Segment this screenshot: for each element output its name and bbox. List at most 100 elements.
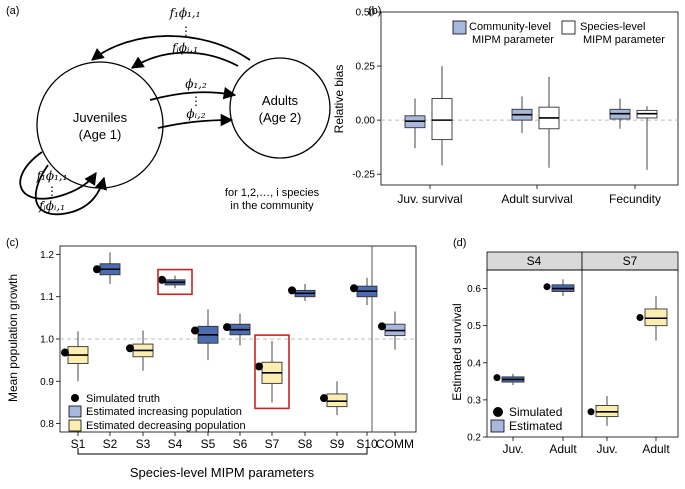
panel-b-ylabel: Relative bias bbox=[332, 65, 346, 134]
self-loop-label-2: fᵢϕᵢ,₁ bbox=[38, 199, 65, 213]
panel-d-xtick-label: Juv. bbox=[596, 442, 617, 456]
legend-community-line-1: Community-level bbox=[469, 21, 551, 33]
legend-estimated-swatch bbox=[490, 419, 505, 433]
panel-c-xtick-label: S8 bbox=[298, 437, 313, 451]
panel-c-xtick-label: COMM bbox=[376, 437, 414, 451]
fecundity-arrow-2 bbox=[130, 51, 239, 69]
adult-node bbox=[229, 57, 331, 159]
panel-c-truth-s1 bbox=[61, 348, 69, 357]
panel-d-legend: Simulated Estimated bbox=[490, 405, 562, 433]
self-loop-label-1: f₁ϕ₁,₁ bbox=[36, 169, 68, 183]
panel-b-ytick-label: 0.25 bbox=[356, 62, 376, 73]
panel-a: (a) Juveniles (Age 1) Adults (Age 2) f₁ϕ… bbox=[6, 5, 331, 216]
panel-d-ytick-label: 0.5 bbox=[467, 321, 481, 332]
panel-b-xtick-label: Adult survival bbox=[501, 192, 572, 206]
panel-c-truth-s5 bbox=[191, 326, 199, 335]
panel-d-xtick-label: Juv. bbox=[502, 442, 523, 456]
panel-d-ytick-label: 0.6 bbox=[467, 284, 481, 295]
panel-c-ytick-label: 1.2 bbox=[40, 250, 54, 261]
panel-c-xtick-label: S7 bbox=[265, 437, 280, 451]
panel-d-label: (d) bbox=[453, 237, 466, 249]
panel-c-xtick-label: S6 bbox=[233, 437, 248, 451]
panel-d-ytick-label: 0.3 bbox=[467, 395, 481, 406]
panel-c-truth-s3 bbox=[126, 344, 134, 353]
panel-d-estimated-survival: (d) S4 S7 Estimated survival 0.20.30.40.… bbox=[450, 237, 679, 456]
panel-d-plot: 0.2 0.3 0.4 0.5 0.6 Juv. Adult Juv. Adult bbox=[467, 279, 670, 456]
juvenile-node-label: Juveniles bbox=[73, 110, 128, 125]
legend-truth-marker bbox=[71, 394, 79, 402]
adult-node-age: (Age 2) bbox=[259, 110, 302, 125]
panel-c-s9-box bbox=[326, 393, 348, 408]
legend-truth-label: Simulated truth bbox=[86, 393, 160, 405]
panel-c-xtick-label: S10 bbox=[356, 437, 378, 451]
legend-species-line-2: MIPM parameter bbox=[583, 34, 665, 46]
juvenile-node-age: (Age 1) bbox=[79, 127, 122, 142]
panel-b-frame bbox=[380, 11, 679, 186]
fecundity-label-2: fᵢϕᵢ,₁ bbox=[171, 41, 198, 55]
panel-d-s4-adult-truth bbox=[543, 283, 551, 291]
self-loop-arrow-1 bbox=[19, 151, 97, 200]
panel-c-truth-s10 bbox=[350, 284, 358, 293]
legend-community-swatch bbox=[452, 20, 467, 35]
panel-d-s7-adult-box bbox=[644, 308, 668, 327]
survival-arrow-1 bbox=[149, 86, 237, 101]
legend-species-line-1: Species-level bbox=[580, 21, 645, 33]
survival-dots: ⋮ bbox=[190, 94, 202, 108]
panel-c-ylabel: Mean population growth bbox=[6, 274, 20, 402]
panel-c-truth-s4 bbox=[158, 275, 166, 284]
panel-b-xtick-label: Fecundity bbox=[609, 192, 661, 206]
panel-c-truth-s7 bbox=[255, 362, 263, 371]
panel-c-xtick-label: S4 bbox=[168, 437, 183, 451]
legend-community-line-2: MIPM parameter bbox=[472, 34, 554, 46]
panel-c-truth-s8 bbox=[288, 286, 296, 295]
fecundity-arrow-1 bbox=[91, 35, 251, 61]
panel-d-ytick-label: 0.4 bbox=[467, 358, 481, 369]
panel-c-xlabel: Species-level MIPM parameters bbox=[130, 465, 315, 480]
legend-species-swatch bbox=[561, 20, 576, 35]
panel-c-ytick-label: 1.1 bbox=[40, 292, 54, 303]
panel-c-ytick-label: 1.0 bbox=[40, 335, 54, 346]
adult-node-label: Adults bbox=[262, 93, 299, 108]
panel-b-label: (b) bbox=[368, 5, 381, 17]
panel-c-truth-s6 bbox=[223, 323, 231, 332]
legend-simulated-label: Simulated bbox=[509, 405, 562, 419]
panel-b-legend: Community-level MIPM parameter Species-l… bbox=[452, 20, 665, 46]
panel-d-s7-juv-truth bbox=[587, 408, 595, 416]
panel-d-s7-adult-truth bbox=[636, 314, 644, 322]
panel-c-legend: Simulated truth Estimated increasing pop… bbox=[68, 393, 246, 432]
panel-b-relative-bias: (b) Relative bias -0.25 0.00 0.25 0.50 Juv. … bbox=[332, 5, 679, 206]
panel-c-xtick-label: S9 bbox=[330, 437, 345, 451]
survival-label-1: ϕ₁,₂ bbox=[185, 77, 207, 91]
panel-d-frame bbox=[486, 269, 679, 438]
panel-c-ytick-label: 0.8 bbox=[40, 419, 54, 430]
panel-c-label: (c) bbox=[6, 237, 19, 249]
panel-d-s4-juv-truth bbox=[493, 374, 501, 382]
panel-c-xtick-label: S2 bbox=[103, 437, 118, 451]
panel-b-xtick-label: Juv. survival bbox=[397, 192, 462, 206]
species-note-line-2: in the community bbox=[230, 200, 314, 212]
species-note-line-1: for 1,2,…, i species bbox=[225, 187, 320, 199]
survival-arrow-2 bbox=[157, 113, 234, 129]
panel-b-ytick-label: -0.25 bbox=[352, 170, 375, 181]
panel-b-plot: -0.25 0.00 0.25 0.50 Juv. survival Adult surv… bbox=[352, 8, 678, 206]
legend-estimated-label: Estimated bbox=[509, 419, 562, 433]
panel-b-ytick-label: 0.00 bbox=[356, 116, 376, 127]
panel-d-xtick-label: Adult bbox=[549, 442, 577, 456]
fecundity-dots: ⋮ bbox=[180, 24, 192, 38]
legend-decreasing-swatch bbox=[68, 419, 82, 432]
panel-a-label: (a) bbox=[6, 5, 19, 17]
panel-d-ytick-label: 0.2 bbox=[467, 433, 481, 444]
species-bracket bbox=[77, 448, 368, 455]
panel-c-ytick-label: 0.9 bbox=[40, 377, 54, 388]
facet-label-s7: S7 bbox=[623, 254, 638, 268]
self-loop-arrow-2 bbox=[34, 164, 107, 216]
panel-d-ylabel: Estimated survival bbox=[450, 303, 464, 400]
panel-b-species-0-box bbox=[431, 98, 453, 141]
panel-d-xtick-label: Adult bbox=[642, 442, 670, 456]
panel-c-population-growth: (c) Mean population growth 0.8 0.9 1.0 1.1 1… bbox=[6, 237, 417, 480]
panel-c-highlight-s7 bbox=[254, 334, 290, 410]
survival-label-2: ϕᵢ,₂ bbox=[186, 107, 205, 121]
legend-simulated-marker bbox=[493, 407, 503, 417]
legend-increasing-swatch bbox=[68, 405, 82, 418]
